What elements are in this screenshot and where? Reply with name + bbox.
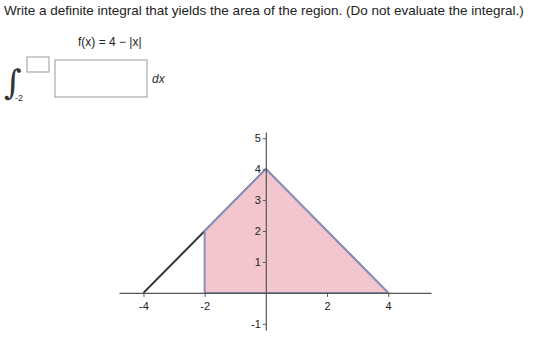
y-tick-label: 2 xyxy=(255,225,261,237)
x-tick-label: -4 xyxy=(139,300,149,312)
y-tick: -1 xyxy=(251,318,266,330)
y-tick-mark xyxy=(263,262,266,263)
y-tick: 2 xyxy=(255,225,266,237)
y-tick: 4 xyxy=(255,163,266,175)
upper-limit-input[interactable] xyxy=(27,57,49,72)
y-tick-label: 5 xyxy=(255,132,261,144)
x-tick-label: 2 xyxy=(324,300,330,312)
x-axis-line xyxy=(120,293,432,294)
page: Write a definite integral that yields th… xyxy=(0,0,556,337)
x-tick-mark xyxy=(205,293,206,297)
y-axis-line xyxy=(266,133,267,331)
x-tick: 4 xyxy=(386,293,392,312)
y-axis: -1 1 2 3 4 5 xyxy=(251,132,266,330)
y-tick-label: 3 xyxy=(255,194,261,206)
x-tick: -4 xyxy=(139,293,149,312)
integrand-input[interactable] xyxy=(55,60,147,97)
x-tick-mark xyxy=(143,293,144,297)
x-tick: 2 xyxy=(324,293,330,312)
differential: dx xyxy=(152,72,166,86)
x-tick: -2 xyxy=(200,293,210,312)
y-tick-mark xyxy=(263,231,266,232)
y-tick-label: -1 xyxy=(251,318,261,330)
y-tick-mark xyxy=(263,138,266,139)
x-axis: -4 -2 2 4 xyxy=(120,293,432,312)
shaded-region xyxy=(205,169,389,293)
question: Write a definite integral that yields th… xyxy=(4,3,524,18)
lower-limit: -2 xyxy=(15,93,23,103)
y-tick: 1 xyxy=(255,256,266,268)
y-tick-label: 1 xyxy=(255,256,261,268)
x-tick-label: 4 xyxy=(386,300,392,312)
y-tick-mark xyxy=(263,324,266,325)
function-label: f(x) = 4 − |x| xyxy=(78,35,142,49)
x-tick-label: -2 xyxy=(200,300,210,312)
x-tick-mark xyxy=(388,293,389,297)
y-tick-label: 4 xyxy=(255,163,261,175)
y-tick-mark xyxy=(263,200,266,201)
x-tick-mark xyxy=(327,293,328,297)
y-tick: 3 xyxy=(255,194,266,206)
y-tick: 5 xyxy=(255,132,266,144)
y-tick-mark xyxy=(263,169,266,170)
